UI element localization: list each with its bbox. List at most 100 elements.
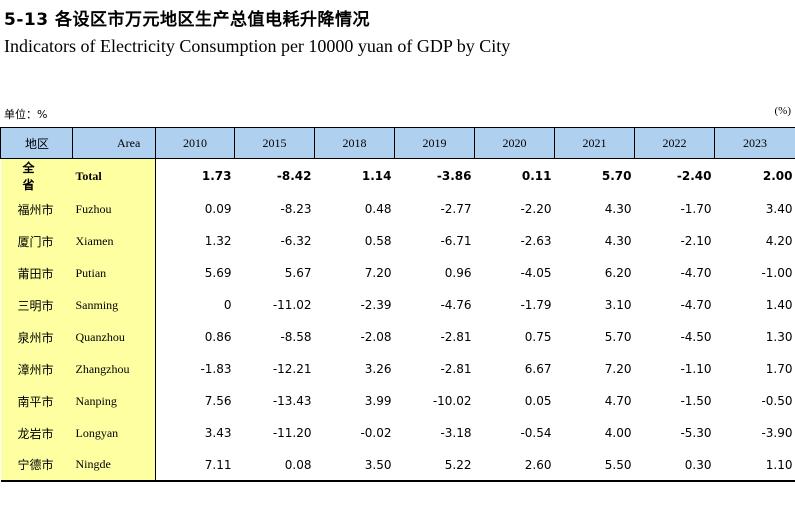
value-cell: 6.67 <box>524 362 552 376</box>
area-name-en: Fuzhou <box>72 193 156 225</box>
value-cell: 5.70 <box>601 169 632 183</box>
value-cell: -4.70 <box>680 298 712 312</box>
value-cell: -12.21 <box>272 362 312 376</box>
value-cell: 3.99 <box>364 394 392 408</box>
value-cell: -8.23 <box>280 202 312 216</box>
value-cell: -13.43 <box>272 394 312 408</box>
header-year: 2018 <box>314 127 395 159</box>
value-cell: -1.50 <box>680 394 712 408</box>
table-header-row: 地区 Area 2010 2015 2018 2019 2020 2021 20… <box>0 127 795 159</box>
value-cell: 1.32 <box>204 234 232 248</box>
value-cell: -11.02 <box>272 298 312 312</box>
value-cell: 5.22 <box>394 449 475 482</box>
page-title: 5-13 各设区市万元地区生产总值电耗升降情况 <box>4 10 370 30</box>
area-name-en: Zhangzhou <box>72 353 156 385</box>
value-cell: 5.50 <box>554 449 635 482</box>
header-year: 2023 <box>714 127 795 159</box>
area-name-en: Total <box>72 158 156 193</box>
table-row: 泉州市 Quanzhou 0.86 -8.58 -2.08 -2.81 0.75 5.70 -4… <box>0 321 795 353</box>
value-cell: -2.77 <box>440 202 472 216</box>
value-cell: 7.20 <box>364 266 392 280</box>
value-cell: -2.81 <box>440 362 472 376</box>
area-name-cn: 厦门市 <box>0 225 73 257</box>
value-cell: -3.18 <box>440 426 472 440</box>
value-cell: 1.70 <box>765 362 793 376</box>
value-cell: -3.90 <box>761 426 793 440</box>
value-cell: 0.96 <box>444 266 472 280</box>
value-cell: 0 <box>223 298 232 312</box>
area-name-cn: 龙岩市 <box>0 417 73 449</box>
table-body: 全 省 Total 1.73 -8.42 1.14 -3.86 0.11 5.70 -2.40 2… <box>0 158 795 482</box>
value-cell: 0.05 <box>524 394 552 408</box>
area-name-en: Ningde <box>72 449 156 482</box>
header-area-en: Area <box>72 127 156 159</box>
value-cell: -0.54 <box>520 426 552 440</box>
value-cell: -1.00 <box>761 266 793 280</box>
table-row: 南平市 Nanping 7.56 -13.43 3.99 -10.02 0.05 4.70 -1… <box>0 385 795 417</box>
value-cell: -8.58 <box>280 330 312 344</box>
header-year: 2015 <box>234 127 315 159</box>
header-year: 2010 <box>155 127 235 159</box>
value-cell: 4.30 <box>604 234 632 248</box>
value-cell: 7.20 <box>604 362 632 376</box>
value-cell: -1.10 <box>680 362 712 376</box>
value-cell: -3.86 <box>436 169 472 183</box>
area-name-cn: 福州市 <box>0 193 73 225</box>
value-cell: 5.67 <box>284 266 312 280</box>
area-name-cn: 南平市 <box>0 385 73 417</box>
value-cell: -2.20 <box>520 202 552 216</box>
value-cell: -2.39 <box>360 298 392 312</box>
value-cell: 3.26 <box>364 362 392 376</box>
area-name-cn: 漳州市 <box>0 353 73 385</box>
value-cell: 1.10 <box>714 449 795 482</box>
value-cell: 2.60 <box>474 449 555 482</box>
value-cell: 4.20 <box>765 234 793 248</box>
value-cell: 0.30 <box>634 449 715 482</box>
value-cell: -2.10 <box>680 234 712 248</box>
value-cell: -2.63 <box>520 234 552 248</box>
table-row: 宁德市 Ningde 7.11 0.08 3.50 5.22 2.60 5.50 0.30 1.1… <box>0 449 795 482</box>
area-name-cn: 莆田市 <box>0 257 73 289</box>
value-cell: 3.10 <box>604 298 632 312</box>
table-row-total: 全 省 Total 1.73 -8.42 1.14 -3.86 0.11 5.70 -2.40 2… <box>0 158 795 193</box>
area-name-en: Nanping <box>72 385 156 417</box>
value-cell: 0.08 <box>234 449 315 482</box>
value-cell: 1.73 <box>201 169 232 183</box>
area-name-en: Sanming <box>72 289 156 321</box>
value-cell: 1.14 <box>361 169 392 183</box>
table-row: 三明市 Sanming 0 -11.02 -2.39 -4.76 -1.79 3.10 -4.7… <box>0 289 795 321</box>
value-cell: 0.58 <box>364 234 392 248</box>
value-cell: -6.32 <box>280 234 312 248</box>
value-cell: 0.86 <box>204 330 232 344</box>
value-cell: -1.70 <box>680 202 712 216</box>
area-name-en: Quanzhou <box>72 321 156 353</box>
area-name-cn: 泉州市 <box>0 321 73 353</box>
value-cell: 7.56 <box>204 394 232 408</box>
value-cell: 1.40 <box>765 298 793 312</box>
table-row: 漳州市 Zhangzhou -1.83 -12.21 3.26 -2.81 6.67 7.20… <box>0 353 795 385</box>
page-subtitle: Indicators of Electricity Consumption pe… <box>4 36 511 56</box>
value-cell: -6.71 <box>440 234 472 248</box>
value-cell: 4.30 <box>604 202 632 216</box>
value-cell: -2.40 <box>676 169 712 183</box>
value-cell: -2.08 <box>360 330 392 344</box>
table-row: 龙岩市 Longyan 3.43 -11.20 -0.02 -3.18 -0.54 4.00 -… <box>0 417 795 449</box>
area-name-cn: 全 省 <box>0 158 73 193</box>
value-cell: -1.79 <box>520 298 552 312</box>
table-row: 福州市 Fuzhou 0.09 -8.23 0.48 -2.77 -2.20 4.30 -1.7… <box>0 193 795 225</box>
table-row: 莆田市 Putian 5.69 5.67 7.20 0.96 -4.05 6.20 -4.70 -… <box>0 257 795 289</box>
value-cell: -8.42 <box>276 169 312 183</box>
value-cell: -0.02 <box>360 426 392 440</box>
value-cell: 3.40 <box>765 202 793 216</box>
header-year: 2021 <box>554 127 635 159</box>
value-cell: 5.70 <box>604 330 632 344</box>
area-name-en: Xiamen <box>72 225 156 257</box>
value-cell: 0.75 <box>524 330 552 344</box>
value-cell: -4.05 <box>520 266 552 280</box>
value-cell: 3.43 <box>204 426 232 440</box>
header-area-cn: 地区 <box>0 127 73 159</box>
area-name-cn: 宁德市 <box>0 449 73 482</box>
value-cell: 0.48 <box>364 202 392 216</box>
value-cell: -2.81 <box>440 330 472 344</box>
value-cell: 0.09 <box>204 202 232 216</box>
